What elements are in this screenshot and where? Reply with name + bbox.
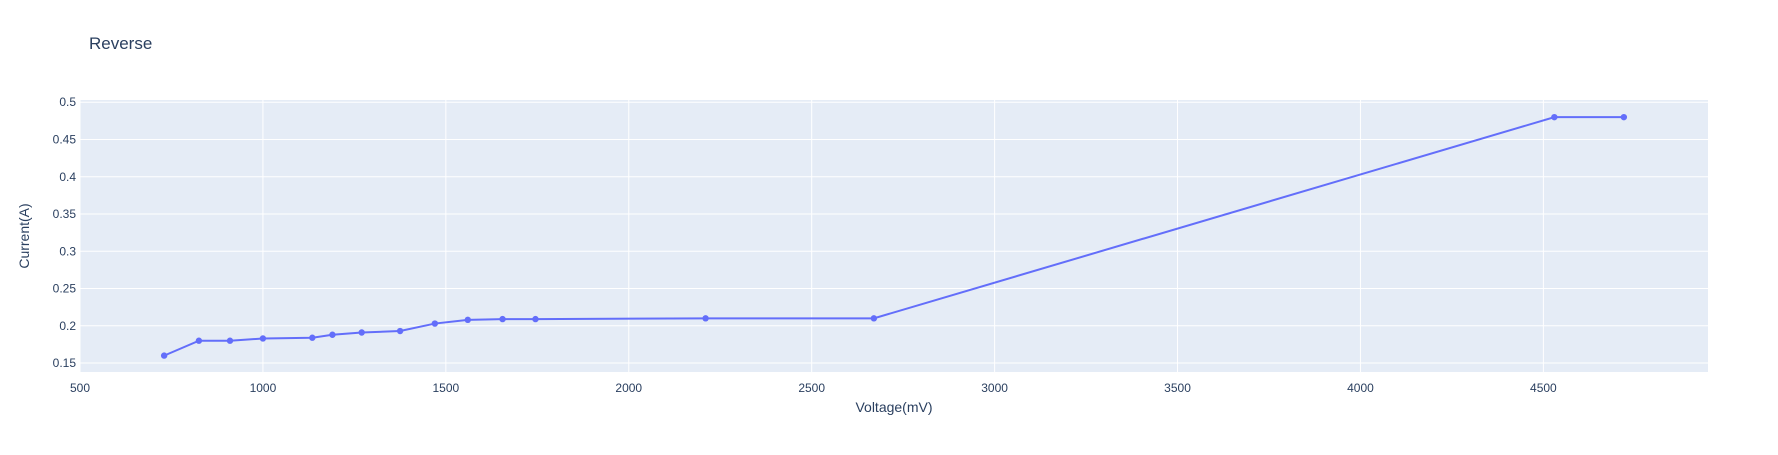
- chart-title: Reverse: [89, 34, 153, 53]
- y-tick-labels: 0.15 0.2 0.25 0.3 0.35 0.4 0.45 0.5: [53, 95, 77, 370]
- data-point: [702, 315, 709, 322]
- data-point: [1551, 113, 1558, 121]
- y-tick-label: 0.45: [53, 132, 77, 146]
- x-tick-label: 2500: [798, 381, 825, 395]
- y-tick-label: 0.35: [53, 207, 77, 221]
- data-point: [464, 316, 471, 324]
- x-tick-label: 500: [70, 381, 90, 395]
- data-point: [259, 335, 267, 342]
- x-tick-label: 4000: [1347, 381, 1374, 395]
- y-tick-label: 0.25: [53, 282, 77, 296]
- data-point: [499, 315, 506, 323]
- series-line: [163, 116, 1624, 357]
- plot-background: [80, 100, 1708, 372]
- data-point: [532, 315, 539, 323]
- x-tick-labels: 500 1000 1500 2000 2500 3000 3500 4000 4500: [70, 381, 1557, 395]
- x-tick-label: 3500: [1164, 381, 1191, 395]
- data-point: [329, 331, 336, 338]
- y-tick-label: 0.3: [59, 244, 76, 258]
- y-tick-label: 0.2: [59, 319, 76, 333]
- data-point: [358, 329, 365, 336]
- data-point: [1620, 113, 1628, 121]
- y-tick-label: 0.15: [53, 356, 77, 370]
- x-tick-label: 1000: [250, 381, 277, 395]
- x-tick-label: 4500: [1530, 381, 1557, 395]
- x-tick-label: 2000: [615, 381, 642, 395]
- data-point: [195, 337, 203, 344]
- data-point: [309, 334, 316, 341]
- data-point: [431, 320, 439, 327]
- x-axis-title: Voltage(mV): [855, 399, 932, 415]
- series-markers: [160, 113, 1628, 359]
- y-axis-title: Current(A): [16, 203, 32, 268]
- y-gridlines: [80, 101, 1708, 364]
- x-tick-label: 3000: [981, 381, 1008, 395]
- y-tick-label: 0.5: [59, 95, 76, 109]
- y-tick-label: 0.4: [59, 170, 76, 184]
- x-tick-label: 1500: [432, 381, 459, 395]
- data-point: [870, 315, 878, 322]
- data-point: [226, 337, 234, 344]
- data-point: [396, 327, 404, 335]
- x-gridlines: [79, 100, 1544, 372]
- data-point: [160, 352, 168, 359]
